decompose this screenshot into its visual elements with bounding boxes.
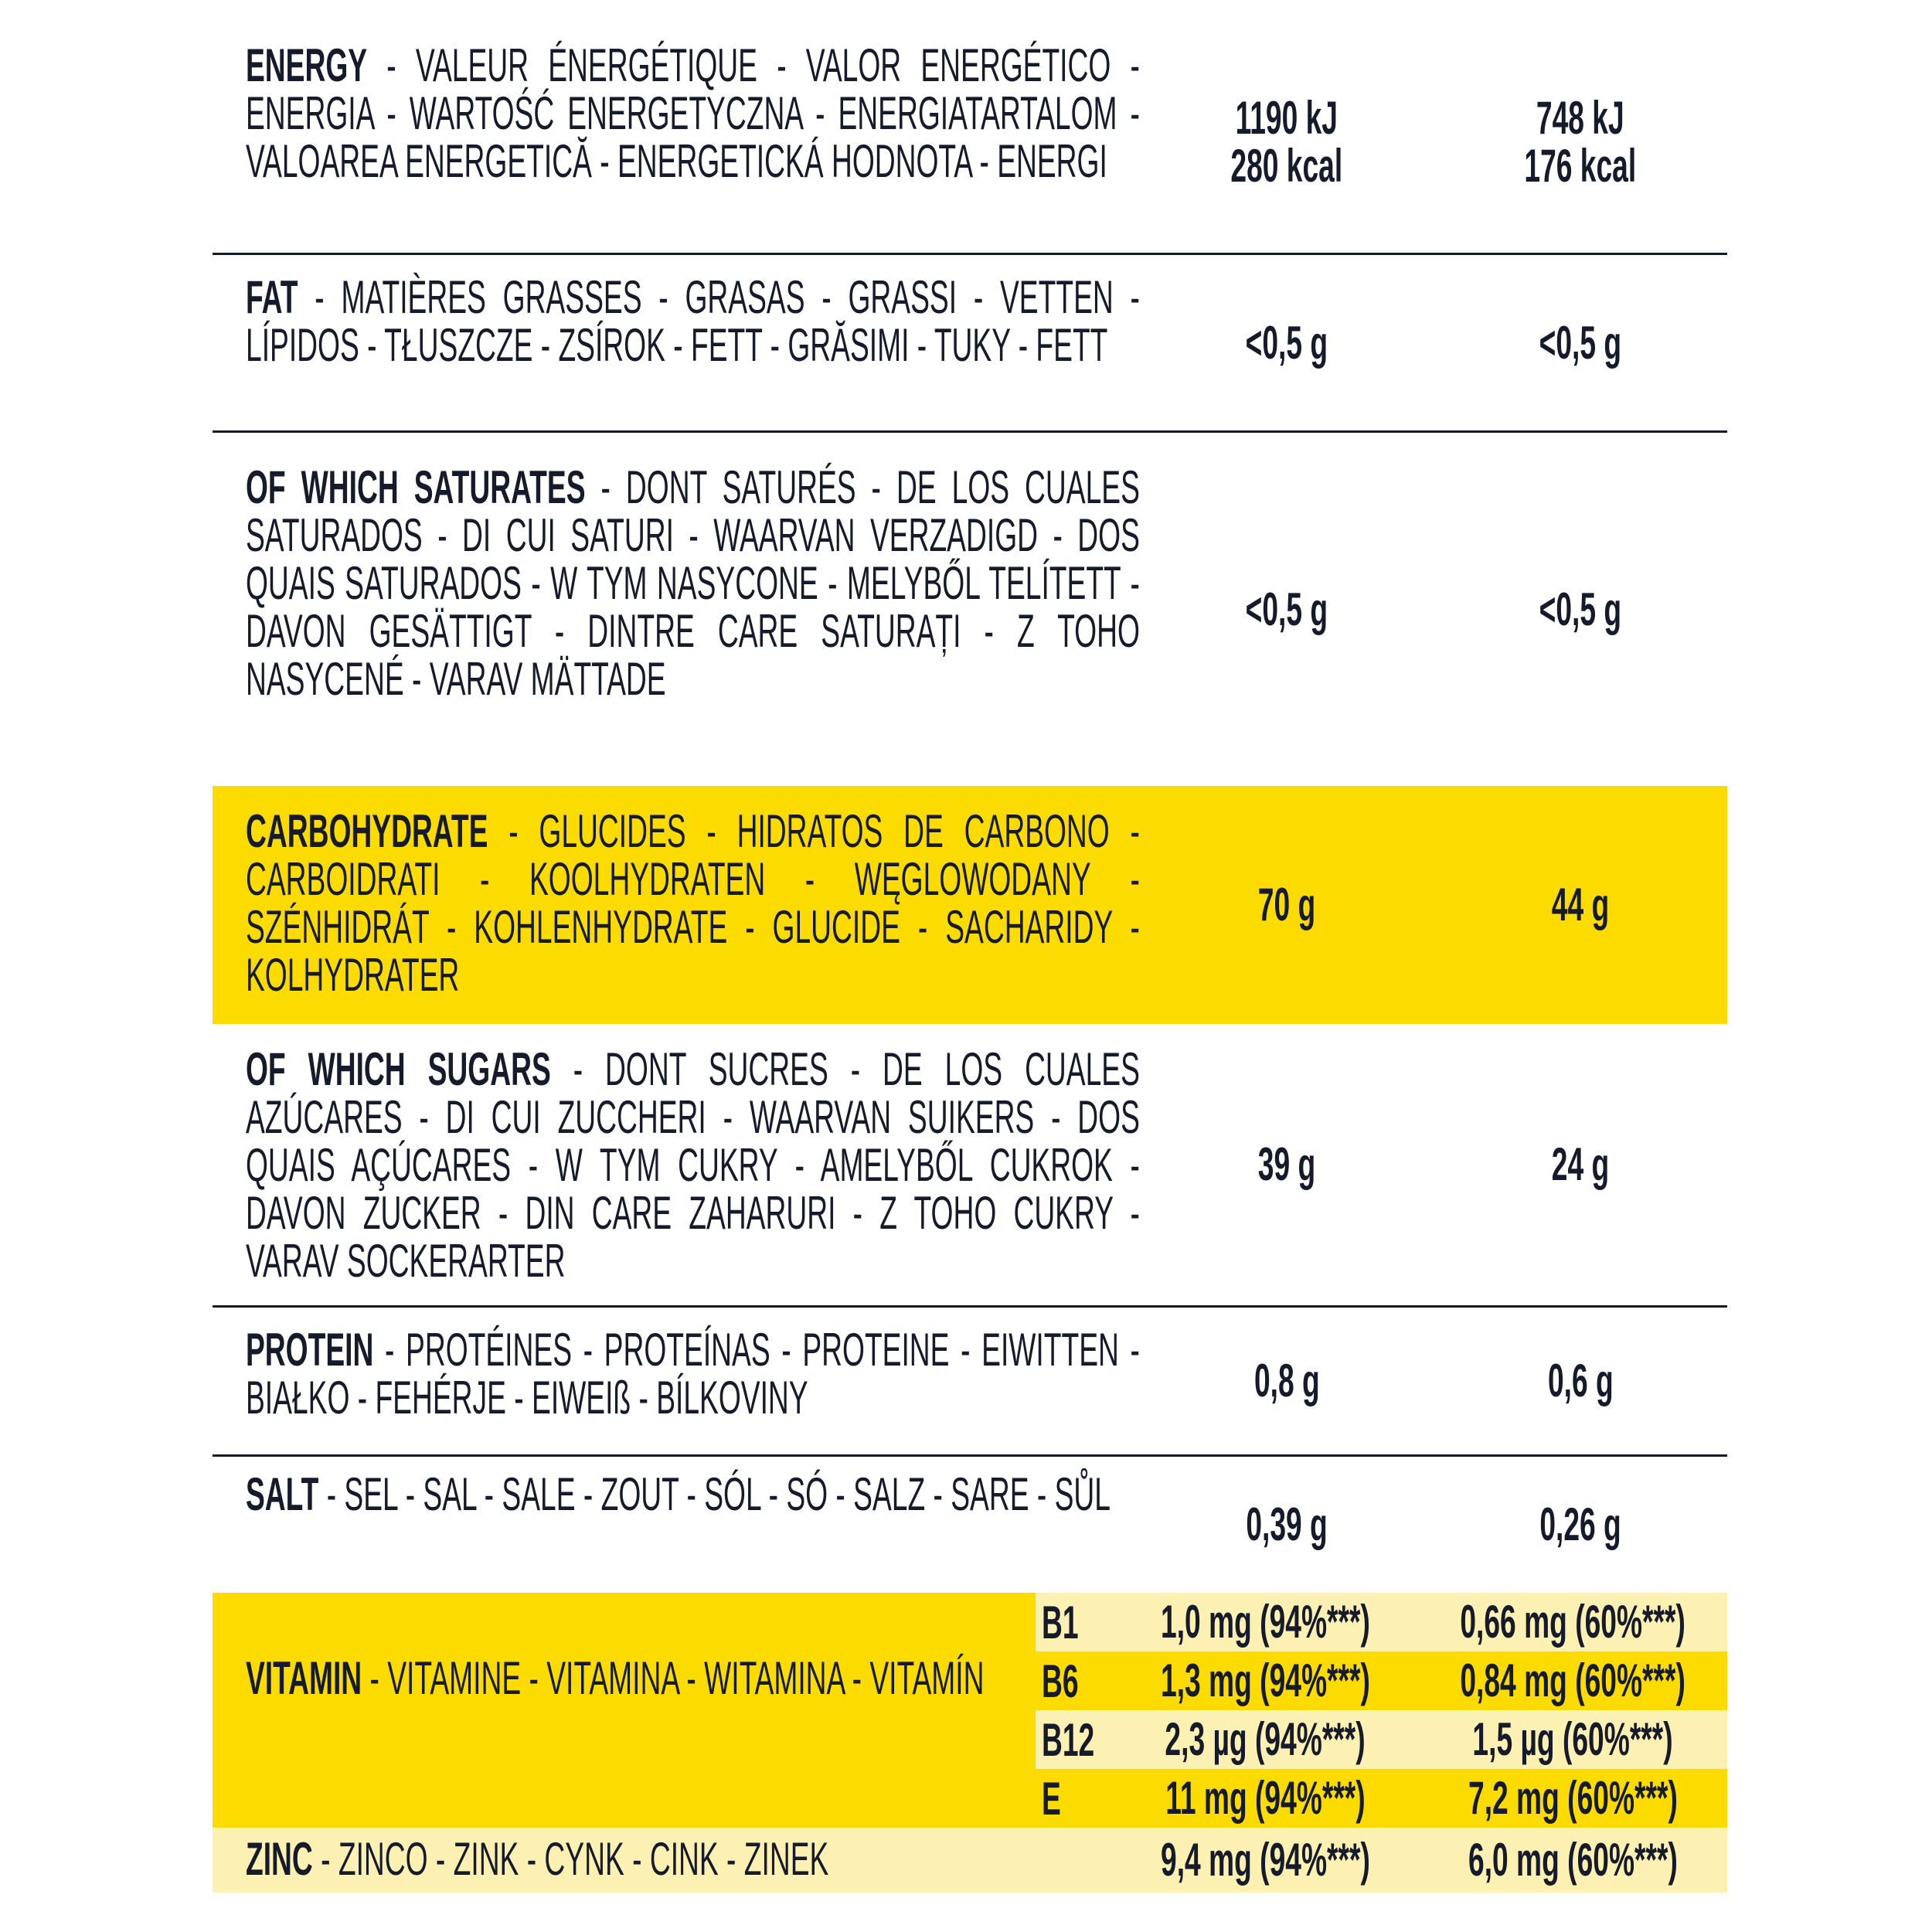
value-per-100g: 0,8 g xyxy=(1253,1355,1320,1406)
value-per-100g: 70 g xyxy=(1257,879,1316,930)
value-per-portion: 6,0 mg (60%***) xyxy=(1468,1834,1678,1886)
vitamin-b1: B1 1,0 mg (94%***) 0,66 mg (60%***) xyxy=(1036,1593,1727,1651)
value-per-portion: 748 kJ 176 kcal xyxy=(1524,91,1637,192)
row-vitamin: VITAMIN - VITAMINE - VITAMINA - WITAMINA… xyxy=(213,1593,1727,1828)
row-label: ENERGY - VALEUR ÉNERGÉTIQUE - VALOR ENER… xyxy=(246,39,1140,187)
value-per-portion: 0,6 g xyxy=(1547,1355,1614,1406)
row-label: PROTEIN - PROTÉINES - PROTEÍNAS - PROTEI… xyxy=(246,1324,1140,1423)
row-carbohydrate: CARBOHYDRATE - GLUCIDES - HIDRATOS DE CA… xyxy=(213,786,1727,1024)
row-label: OF WHICH SATURATES - DONT SATURÉS - DE L… xyxy=(246,461,1140,705)
vitamin-b6: B6 1,3 mg (94%***) 0,84 mg (60%***) xyxy=(1036,1651,1727,1710)
row-label: OF WHICH SUGARS - DONT SUCRES - DE LOS C… xyxy=(246,1043,1140,1287)
value-per-100g: 39 g xyxy=(1257,1138,1316,1190)
value-per-portion: <0,5 g xyxy=(1539,583,1622,635)
row-protein: PROTEIN - PROTÉINES - PROTEÍNAS - PROTEI… xyxy=(213,1308,1727,1457)
row-sugars: OF WHICH SUGARS - DONT SUCRES - DE LOS C… xyxy=(213,1024,1727,1308)
value-per-100g: 1190 kJ 280 kcal xyxy=(1230,91,1343,192)
nutrition-table: ENERGY - VALEUR ÉNERGÉTIQUE - VALOR ENER… xyxy=(213,31,1727,1893)
value-per-portion: <0,5 g xyxy=(1539,316,1622,369)
value-per-100g: <0,5 g xyxy=(1245,583,1328,635)
row-label: VITAMIN - VITAMINE - VITAMINA - WITAMINA… xyxy=(246,1652,985,1704)
row-energy: ENERGY - VALEUR ÉNERGÉTIQUE - VALOR ENER… xyxy=(213,31,1727,255)
row-label: FAT - MATIÈRES GRASSES - GRASAS - GRASSI… xyxy=(246,271,1140,371)
value-per-100g: <0,5 g xyxy=(1245,316,1328,369)
row-salt: SALT - SEL - SAL - SALE - ZOUT - SÓL - S… xyxy=(213,1457,1727,1593)
row-saturates: OF WHICH SATURATES - DONT SATURÉS - DE L… xyxy=(213,433,1727,786)
row-zinc: ZINC - ZINCO - ZINK - CYNK - CINK - ZINE… xyxy=(213,1828,1727,1893)
row-label: ZINC - ZINCO - ZINK - CYNK - CINK - ZINE… xyxy=(246,1833,829,1885)
row-label: CARBOHYDRATE - GLUCIDES - HIDRATOS DE CA… xyxy=(246,805,1140,1001)
value-per-portion: 0,26 g xyxy=(1539,1498,1621,1550)
vitamin-b12: B12 2,3 µg (94%***) 1,5 µg (60%***) xyxy=(1036,1710,1727,1769)
row-fat: FAT - MATIÈRES GRASSES - GRASAS - GRASSI… xyxy=(213,255,1727,433)
value-per-portion: 44 g xyxy=(1551,879,1610,930)
row-label: SALT - SEL - SAL - SALE - ZOUT - SÓL - S… xyxy=(246,1468,1111,1520)
vitamin-e: E 11 mg (94%***) 7,2 mg (60%***) xyxy=(1036,1769,1727,1828)
value-per-portion: 24 g xyxy=(1551,1138,1610,1190)
value-per-100g: 9,4 mg (94%***) xyxy=(1161,1834,1370,1886)
value-per-100g: 0,39 g xyxy=(1246,1498,1328,1550)
